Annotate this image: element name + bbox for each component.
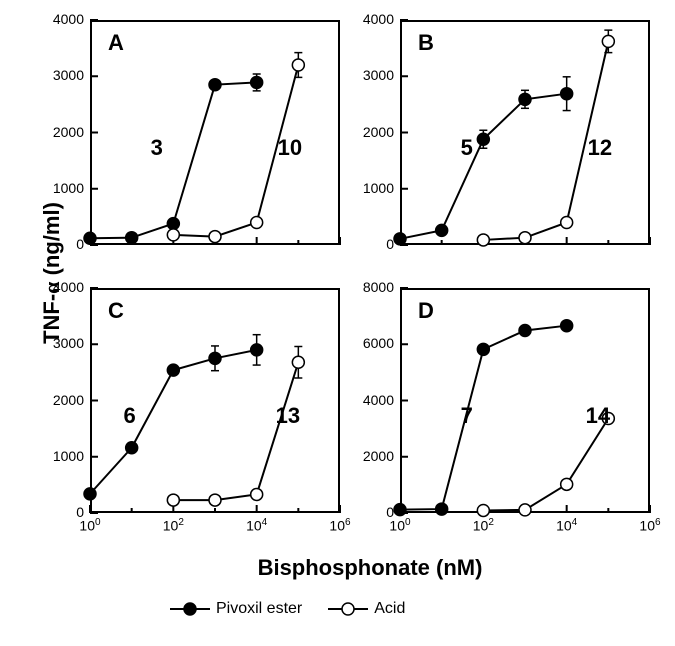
data-point [602,35,614,47]
data-point [394,233,406,245]
y-tick-label: 4000 [344,11,394,27]
data-point [167,229,179,241]
data-point [251,344,263,356]
panel-letter: B [418,30,434,56]
y-tick-label: 1000 [344,180,394,196]
series-label: 3 [151,135,163,161]
panel-d: 02000400060008000100102104106714D [400,288,650,513]
x-axis-label: Bisphosphonate (nM) [210,555,530,581]
data-point [126,442,138,454]
data-point [84,488,96,500]
series-line [90,82,257,238]
legend-marker-open [328,601,368,617]
panel-plot [400,20,650,245]
y-tick-label: 4000 [34,279,84,295]
series-label: 10 [278,135,302,161]
series-line [483,419,608,511]
y-tick-label: 4000 [344,392,394,408]
panel-letter: D [418,298,434,324]
x-tick-label: 100 [70,517,110,534]
data-point [209,494,221,506]
figure: TNF-α (ng/ml) Bisphosphonate (nM) 010002… [0,0,675,646]
data-point [209,352,221,364]
y-tick-label: 8000 [344,279,394,295]
data-point [251,217,263,229]
y-tick-label: 2000 [344,448,394,464]
x-tick-label: 106 [630,517,670,534]
x-tick-label: 104 [547,517,587,534]
data-point [561,320,573,332]
series-label: 6 [124,403,136,429]
legend-label-filled: Pivoxil ester [216,600,302,618]
data-point [209,231,221,243]
series-label: 5 [461,135,473,161]
y-tick-label: 3000 [344,67,394,83]
x-tick-label: 100 [380,517,420,534]
data-point [519,324,531,336]
y-tick-label: 0 [344,236,394,252]
data-point [209,79,221,91]
data-point [477,133,489,145]
panel-plot [90,20,340,245]
data-point [519,93,531,105]
series-label: 13 [276,403,300,429]
y-tick-label: 6000 [344,335,394,351]
y-tick-label: 4000 [34,11,84,27]
series-label: 12 [588,135,612,161]
panel-letter: A [108,30,124,56]
data-point [167,364,179,376]
data-point [519,504,531,516]
data-point [292,59,304,71]
panel-c: 01000200030004000100102104106613C [90,288,340,513]
y-tick-label: 1000 [34,180,84,196]
series-line [173,362,298,500]
legend-marker-filled [170,601,210,617]
series-line [400,94,567,239]
data-point [167,218,179,230]
y-tick-label: 2000 [34,124,84,140]
data-point [251,488,263,500]
data-point [561,217,573,229]
x-tick-label: 102 [463,517,503,534]
x-tick-label: 102 [153,517,193,534]
data-point [84,232,96,244]
panel-b: 01000200030004000512B [400,20,650,245]
data-point [292,356,304,368]
data-point [561,88,573,100]
series-label: 14 [586,403,610,429]
y-tick-label: 1000 [34,448,84,464]
series-label: 7 [461,403,473,429]
data-point [477,234,489,246]
y-tick-label: 0 [34,236,84,252]
x-tick-label: 104 [237,517,277,534]
data-point [561,478,573,490]
y-tick-label: 3000 [34,335,84,351]
y-tick-label: 2000 [344,124,394,140]
data-point [477,504,489,516]
data-point [251,76,263,88]
data-point [126,232,138,244]
legend: Pivoxil ester Acid [170,600,405,618]
y-tick-label: 3000 [34,67,84,83]
y-tick-label: 2000 [34,392,84,408]
data-point [519,232,531,244]
panel-plot [90,288,340,513]
legend-label-open: Acid [374,600,405,618]
panel-a: 01000200030004000310A [90,20,340,245]
data-point [436,224,448,236]
data-point [477,343,489,355]
data-point [436,503,448,515]
panel-letter: C [108,298,124,324]
data-point [394,504,406,516]
data-point [167,494,179,506]
panel-plot [400,288,650,513]
